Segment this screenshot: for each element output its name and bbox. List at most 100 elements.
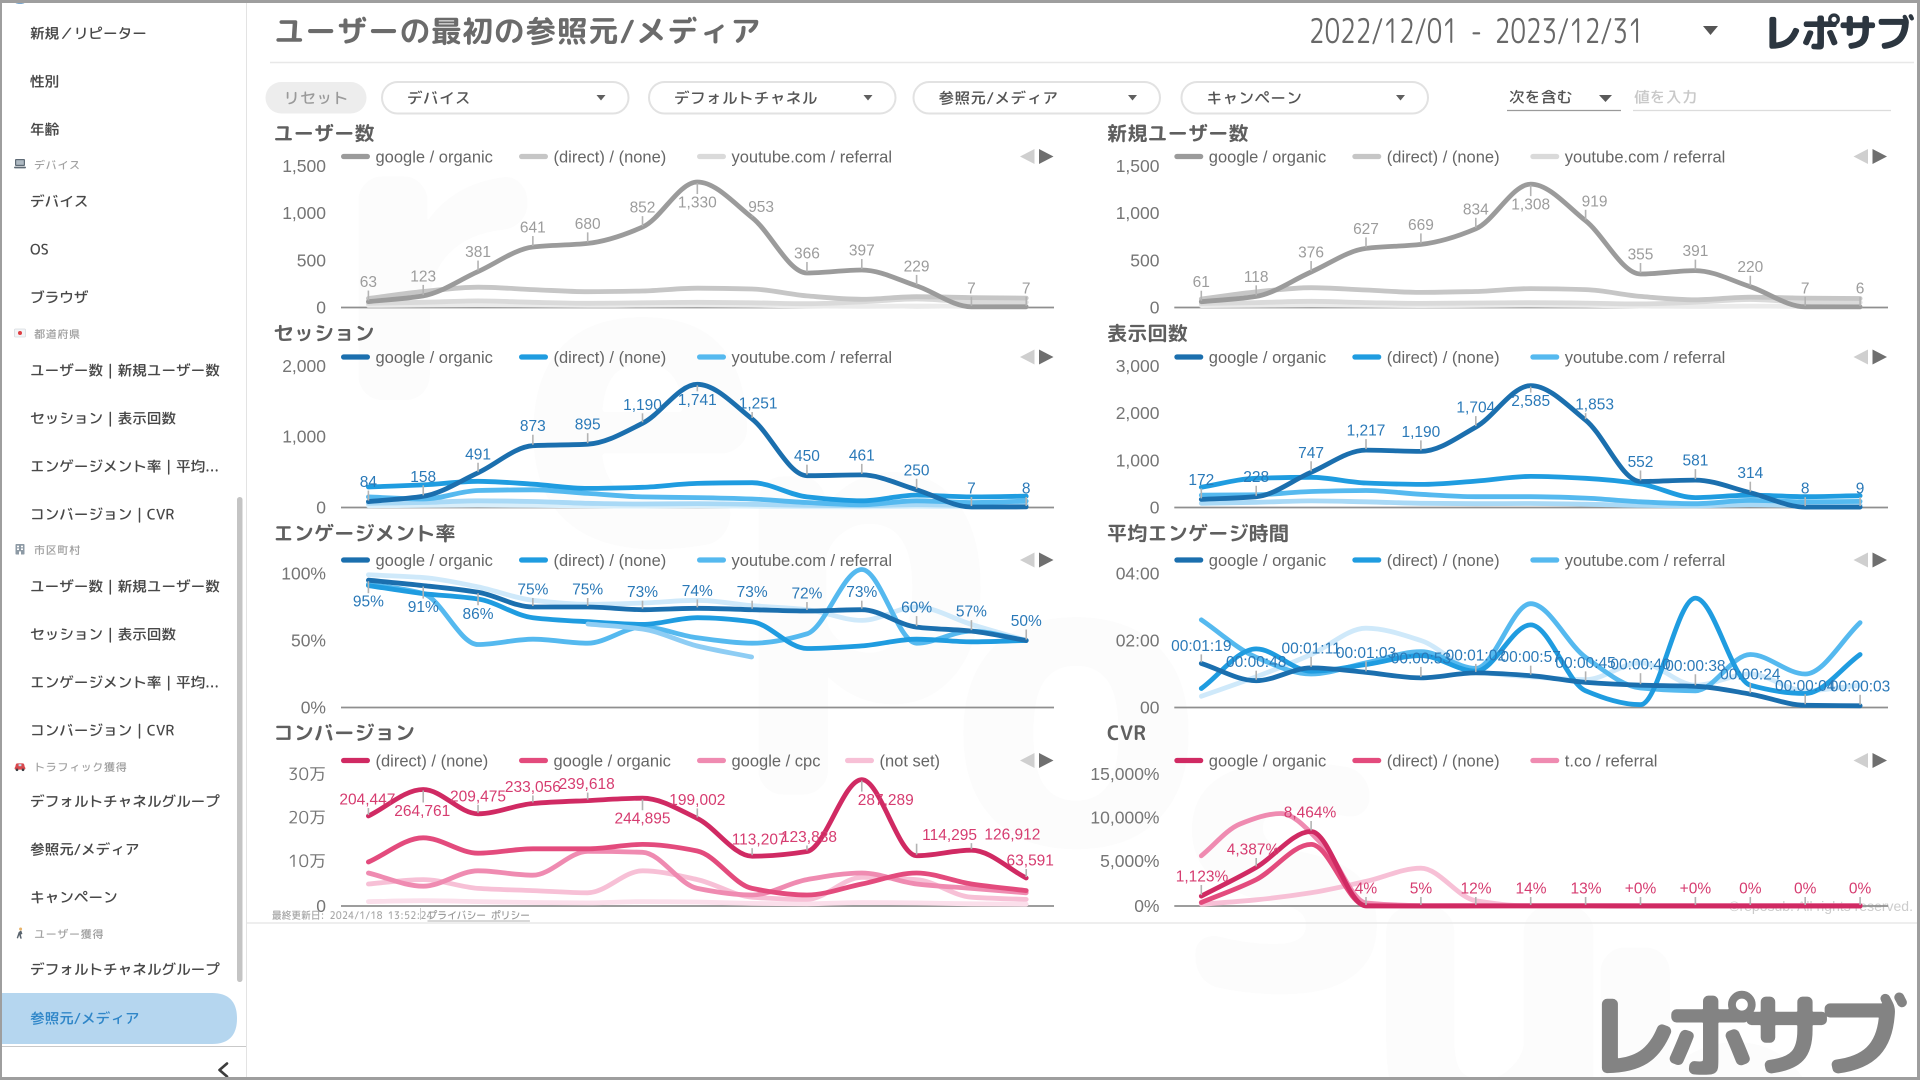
svg-text:641: 641 — [520, 220, 546, 237]
svg-text:250: 250 — [904, 462, 930, 479]
svg-text:91%: 91% — [408, 599, 439, 616]
svg-text:172: 172 — [1188, 472, 1214, 489]
svg-text:381: 381 — [465, 244, 491, 261]
svg-text:100%: 100% — [281, 564, 326, 584]
svg-text:1,251: 1,251 — [739, 395, 778, 412]
svg-text:youtube.com / referral: youtube.com / referral — [1565, 148, 1726, 166]
svg-text:397: 397 — [849, 243, 875, 260]
svg-text:google / organic: google / organic — [554, 752, 671, 770]
svg-text:00:00:40: 00:00:40 — [1610, 657, 1671, 674]
svg-text:461: 461 — [849, 447, 875, 464]
svg-text:919: 919 — [1582, 193, 1608, 210]
svg-text:834: 834 — [1463, 201, 1489, 218]
svg-text:00:00:04: 00:00:04 — [1775, 678, 1836, 695]
svg-text:7: 7 — [967, 481, 976, 498]
svg-text:google / organic: google / organic — [1209, 752, 1326, 770]
svg-text:1,000: 1,000 — [282, 203, 326, 223]
svg-text:953: 953 — [748, 199, 774, 216]
svg-text:youtube.com / referral: youtube.com / referral — [732, 552, 893, 570]
svg-text:8: 8 — [1022, 480, 1031, 497]
svg-text:680: 680 — [575, 216, 601, 233]
svg-text:552: 552 — [1628, 454, 1654, 471]
svg-text:(direct) / (none): (direct) / (none) — [1387, 148, 1500, 166]
svg-text:00:01:02: 00:01:02 — [1446, 647, 1506, 664]
svg-text:61: 61 — [1193, 274, 1210, 291]
svg-text:4%: 4% — [1355, 881, 1378, 898]
svg-text:73%: 73% — [737, 584, 768, 601]
svg-text:158: 158 — [410, 469, 436, 486]
svg-text:450: 450 — [794, 448, 820, 465]
svg-text:118: 118 — [1244, 269, 1269, 286]
svg-text:95%: 95% — [353, 594, 384, 611]
svg-text:14%: 14% — [1515, 881, 1546, 898]
svg-text:8: 8 — [1801, 481, 1810, 498]
svg-text:02:00: 02:00 — [1116, 631, 1160, 651]
svg-text:228: 228 — [1243, 469, 1269, 486]
svg-text:2,000: 2,000 — [282, 356, 326, 376]
svg-text:0%: 0% — [1134, 896, 1159, 916]
svg-text:google / organic: google / organic — [376, 552, 493, 570]
svg-text:00:00:03: 00:00:03 — [1830, 678, 1890, 695]
svg-text:113,207: 113,207 — [732, 832, 787, 849]
svg-text:126,912: 126,912 — [984, 827, 1040, 844]
svg-text:00:00:24: 00:00:24 — [1720, 667, 1781, 684]
svg-text:1,741: 1,741 — [678, 392, 717, 409]
svg-text:0%: 0% — [1739, 881, 1762, 898]
svg-text:1,000: 1,000 — [282, 427, 326, 447]
svg-text:895: 895 — [575, 417, 601, 434]
svg-text:1,330: 1,330 — [678, 195, 717, 212]
svg-text:209,475: 209,475 — [450, 788, 506, 805]
svg-text:(direct) / (none): (direct) / (none) — [1387, 552, 1500, 570]
svg-text:00:00:53: 00:00:53 — [1391, 650, 1451, 667]
svg-text:9: 9 — [1856, 481, 1865, 498]
svg-text:3,000: 3,000 — [1116, 356, 1160, 376]
svg-text:13%: 13% — [1570, 881, 1601, 898]
svg-text:287,289: 287,289 — [858, 792, 914, 809]
svg-text:(direct) / (none): (direct) / (none) — [1387, 349, 1500, 367]
svg-text:youtube.com / referral: youtube.com / referral — [1565, 552, 1726, 570]
svg-text:00:01:11: 00:01:11 — [1282, 640, 1341, 657]
svg-text:google / organic: google / organic — [376, 148, 493, 166]
svg-text:355: 355 — [1628, 247, 1654, 264]
svg-text:75%: 75% — [572, 582, 603, 599]
svg-text:244,895: 244,895 — [614, 811, 670, 828]
svg-text:314: 314 — [1737, 465, 1763, 482]
svg-text:(direct) / (none): (direct) / (none) — [554, 349, 667, 367]
svg-text:15,000%: 15,000% — [1090, 764, 1159, 784]
svg-text:1,217: 1,217 — [1347, 423, 1386, 440]
svg-text:0%: 0% — [1849, 881, 1872, 898]
svg-text:391: 391 — [1682, 243, 1708, 260]
svg-text:google / organic: google / organic — [1209, 552, 1326, 570]
svg-text:500: 500 — [297, 250, 326, 270]
svg-text:1,853: 1,853 — [1575, 397, 1614, 414]
svg-text:60%: 60% — [901, 600, 932, 617]
svg-text:google / cpc: google / cpc — [732, 752, 821, 770]
svg-text:366: 366 — [794, 245, 820, 262]
svg-text:00:00:48: 00:00:48 — [1226, 654, 1286, 671]
svg-text:747: 747 — [1298, 445, 1324, 462]
svg-text:50%: 50% — [291, 631, 326, 651]
svg-text:1,500: 1,500 — [1116, 156, 1160, 176]
svg-text:123,838: 123,838 — [781, 829, 837, 846]
svg-text:00:00:38: 00:00:38 — [1665, 658, 1725, 675]
svg-text:8,464%: 8,464% — [1284, 805, 1337, 822]
svg-text:57%: 57% — [956, 604, 987, 621]
svg-text:376: 376 — [1298, 245, 1324, 262]
svg-text:12%: 12% — [1460, 881, 1491, 898]
svg-text:233,056: 233,056 — [505, 779, 561, 796]
svg-text:1,704: 1,704 — [1456, 400, 1495, 417]
svg-text:50%: 50% — [1011, 613, 1042, 630]
svg-text:1,123%: 1,123% — [1176, 869, 1229, 886]
svg-text:7: 7 — [1801, 280, 1810, 297]
svg-text:873: 873 — [520, 418, 546, 435]
svg-text:264,761: 264,761 — [394, 803, 450, 820]
svg-text:669: 669 — [1408, 217, 1434, 234]
svg-text:00:01:19: 00:01:19 — [1171, 638, 1231, 655]
svg-text:+0%: +0% — [1625, 881, 1657, 898]
svg-text:6: 6 — [1856, 280, 1865, 297]
svg-text:229: 229 — [904, 258, 930, 275]
svg-text:google / organic: google / organic — [1209, 349, 1326, 367]
svg-text:youtube.com / referral: youtube.com / referral — [1565, 349, 1726, 367]
svg-text:(not set): (not set) — [880, 752, 941, 770]
svg-text:0%: 0% — [301, 698, 326, 718]
